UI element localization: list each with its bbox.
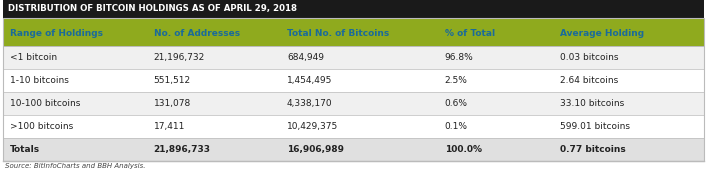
Text: 21,896,733: 21,896,733 [153, 145, 211, 154]
Bar [3, 69, 704, 92]
Text: 551,512: 551,512 [153, 76, 191, 85]
Bar [3, 138, 704, 161]
Text: 10-100 bitcoins: 10-100 bitcoins [10, 99, 81, 108]
Text: 100.0%: 100.0% [445, 145, 481, 154]
Text: 4,338,170: 4,338,170 [287, 99, 332, 108]
Text: 2.5%: 2.5% [445, 76, 467, 85]
Text: 96.8%: 96.8% [445, 53, 474, 62]
Text: 1,454,495: 1,454,495 [287, 76, 332, 85]
Text: 0.77 bitcoins: 0.77 bitcoins [560, 145, 626, 154]
Text: 21,196,732: 21,196,732 [153, 53, 205, 62]
Text: Total No. of Bitcoins: Total No. of Bitcoins [287, 29, 389, 37]
Text: <1 bitcoin: <1 bitcoin [10, 53, 57, 62]
Text: 33.10 bitcoins: 33.10 bitcoins [560, 99, 624, 108]
Text: DISTRIBUTION OF BITCOIN HOLDINGS AS OF APRIL 29, 2018: DISTRIBUTION OF BITCOIN HOLDINGS AS OF A… [8, 5, 297, 13]
Bar [3, 92, 704, 115]
Text: Range of Holdings: Range of Holdings [10, 29, 103, 37]
Text: 10,429,375: 10,429,375 [287, 122, 338, 131]
Text: Source: BitInfoCharts and BBH Analysis.: Source: BitInfoCharts and BBH Analysis. [5, 163, 146, 169]
Bar [3, 18, 704, 20]
Text: Average Holding: Average Holding [560, 29, 644, 37]
Bar [3, 18, 704, 161]
Text: % of Total: % of Total [445, 29, 495, 37]
Text: 2.64 bitcoins: 2.64 bitcoins [560, 76, 619, 85]
Bar [3, 20, 704, 46]
Text: 0.03 bitcoins: 0.03 bitcoins [560, 53, 619, 62]
Text: 1-10 bitcoins: 1-10 bitcoins [10, 76, 69, 85]
Text: 0.6%: 0.6% [445, 99, 467, 108]
Bar [3, 0, 704, 18]
Text: 17,411: 17,411 [153, 122, 185, 131]
Text: Totals: Totals [10, 145, 40, 154]
Bar [3, 115, 704, 138]
Text: 16,906,989: 16,906,989 [287, 145, 344, 154]
Text: 599.01 bitcoins: 599.01 bitcoins [560, 122, 631, 131]
Text: 0.1%: 0.1% [445, 122, 467, 131]
Text: 684,949: 684,949 [287, 53, 324, 62]
Text: No. of Addresses: No. of Addresses [153, 29, 240, 37]
Bar [3, 46, 704, 69]
Text: 131,078: 131,078 [153, 99, 191, 108]
Text: >100 bitcoins: >100 bitcoins [10, 122, 74, 131]
